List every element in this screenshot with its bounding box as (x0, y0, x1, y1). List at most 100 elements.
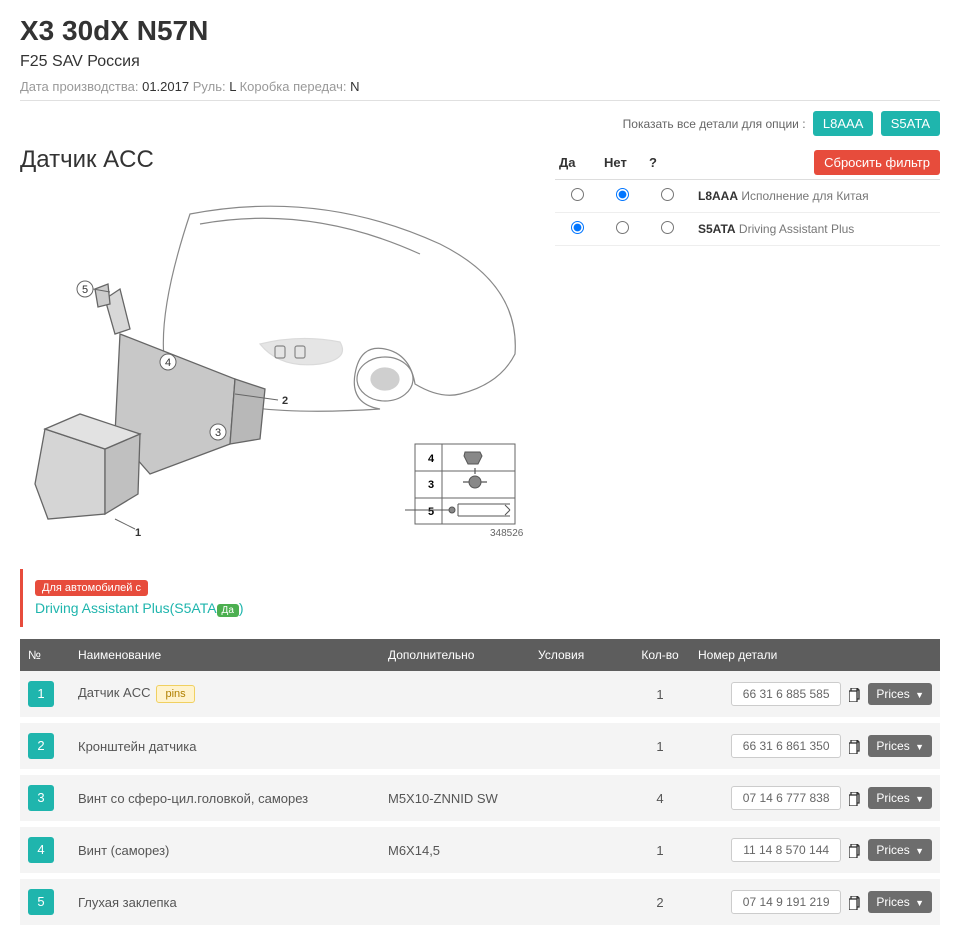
meta-prod-label: Дата производства: (20, 79, 138, 94)
svg-text:4: 4 (165, 357, 171, 369)
chevron-down-icon: ▼ (915, 794, 924, 804)
svg-text:3: 3 (428, 479, 434, 491)
prices-button[interactable]: Prices ▼ (868, 891, 932, 913)
filter-row: S5ATA Driving Assistant Plus (555, 213, 940, 246)
row-name: Кронштейн датчика (78, 739, 196, 754)
th-num: № (20, 639, 70, 671)
filter-radio-q[interactable] (661, 221, 674, 234)
meta-gear-value: N (350, 79, 359, 94)
meta-line: Дата производства: 01.2017 Руль: L Короб… (20, 79, 940, 94)
diagram-title: Датчик ACC (20, 146, 540, 174)
copy-icon[interactable] (845, 894, 861, 909)
part-number-input[interactable] (731, 838, 841, 862)
meta-wheel-value: L (229, 79, 236, 94)
option-btn-l8aaa[interactable]: L8AAA (813, 111, 873, 136)
table-row: 1 Датчик ACC pins 1 Prices ▼ (20, 671, 940, 720)
svg-text:1: 1 (135, 527, 141, 539)
filter-radio-no[interactable] (616, 188, 629, 201)
filter-code: S5ATA (698, 222, 736, 236)
row-num-badge[interactable]: 3 (28, 785, 54, 811)
svg-text:3: 3 (215, 427, 221, 439)
row-cond (530, 876, 630, 928)
filter-radio-yes[interactable] (571, 221, 584, 234)
table-row: 3 Винт со сферо-цил.головкой, саморез M5X1… (20, 772, 940, 824)
row-qty: 2 (630, 876, 690, 928)
th-qty: Кол-во (630, 639, 690, 671)
row-qty: 1 (630, 720, 690, 772)
row-num-badge[interactable]: 5 (28, 889, 54, 915)
row-cond (530, 671, 630, 720)
note-box: Для автомобилей с Driving Assistant Plus… (20, 569, 940, 627)
table-row: 2 Кронштейн датчика 1 Prices ▼ (20, 720, 940, 772)
filter-radio-no[interactable] (616, 221, 629, 234)
note-yes-badge: Да (217, 604, 239, 617)
row-cond (530, 772, 630, 824)
part-number-input[interactable] (731, 890, 841, 914)
filter-radio-yes[interactable] (571, 188, 584, 201)
row-qty: 1 (630, 824, 690, 876)
meta-gear-label: Коробка передач: (240, 79, 347, 94)
chevron-down-icon: ▼ (915, 898, 924, 908)
drawing-id: 348526 (490, 528, 524, 539)
row-name: Глухая заклепка (78, 895, 177, 910)
row-qty: 1 (630, 671, 690, 720)
option-btn-s5ata[interactable]: S5ATA (881, 111, 940, 136)
prices-button[interactable]: Prices ▼ (868, 839, 932, 861)
row-num-badge[interactable]: 4 (28, 837, 54, 863)
row-name: Датчик ACC (78, 685, 150, 700)
svg-text:2: 2 (282, 395, 288, 407)
page-title: X3 30dX N57N (20, 15, 940, 47)
row-cond (530, 720, 630, 772)
filter-radio-q[interactable] (661, 188, 674, 201)
page-subtitle: F25 SAV Россия (20, 53, 940, 71)
note-text: Driving Assistant Plus(S5ATAДа) (35, 600, 244, 616)
chevron-down-icon: ▼ (915, 690, 924, 700)
svg-text:4: 4 (428, 453, 435, 465)
copy-icon[interactable] (845, 790, 861, 805)
table-row: 4Винт (саморез)M6X14,51 Prices ▼ (20, 824, 940, 876)
filter-col-yes: Да (555, 155, 600, 170)
copy-icon[interactable] (845, 686, 861, 701)
options-row: Показать все детали для опции : L8AAA S5… (20, 111, 940, 136)
th-name: Наименование (70, 639, 380, 671)
row-extra (380, 720, 530, 772)
row-qty: 4 (630, 772, 690, 824)
row-extra (380, 876, 530, 928)
svg-text:5: 5 (428, 506, 434, 518)
diagram-image[interactable]: 5 4 3 2 1 4 3 5 (20, 184, 540, 554)
filter-desc: Driving Assistant Plus (739, 222, 854, 236)
th-extra: Дополнительно (380, 639, 530, 671)
svg-text:5: 5 (82, 284, 88, 296)
part-number-input[interactable] (731, 786, 841, 810)
chevron-down-icon: ▼ (915, 846, 924, 856)
filter-row: L8AAA Исполнение для Китая (555, 180, 940, 213)
filter-col-no: Нет (600, 155, 645, 170)
filter-desc: Исполнение для Китая (741, 189, 868, 203)
row-extra: M6X14,5 (380, 824, 530, 876)
part-number-input[interactable] (731, 682, 841, 706)
copy-icon[interactable] (845, 738, 861, 753)
row-num-badge[interactable]: 1 (28, 681, 54, 707)
row-name: Винт со сферо-цил.головкой, саморез (78, 791, 308, 806)
options-label: Показать все детали для опции : (623, 117, 806, 131)
th-part: Номер детали (690, 639, 940, 671)
th-cond: Условия (530, 639, 630, 671)
row-num-badge[interactable]: 2 (28, 733, 54, 759)
filter-code: L8AAA (698, 189, 738, 203)
meta-wheel-label: Руль: (193, 79, 226, 94)
parts-table: № Наименование Дополнительно Условия Кол… (20, 639, 940, 931)
prices-button[interactable]: Prices ▼ (868, 787, 932, 809)
reset-filter-button[interactable]: Сбросить фильтр (814, 150, 940, 175)
row-cond (530, 824, 630, 876)
divider (20, 100, 940, 101)
copy-icon[interactable] (845, 842, 861, 857)
pins-badge[interactable]: pins (156, 685, 194, 703)
meta-prod-value: 01.2017 (142, 79, 189, 94)
part-number-input[interactable] (731, 734, 841, 758)
filter-col-q: ? (645, 155, 690, 170)
filter-panel: Да Нет ? Сбросить фильтр L8AAA Исполнени… (555, 146, 940, 554)
prices-button[interactable]: Prices ▼ (868, 683, 932, 705)
note-badge: Для автомобилей с (35, 580, 148, 596)
prices-button[interactable]: Prices ▼ (868, 735, 932, 757)
row-extra: M5X10-ZNNID SW (380, 772, 530, 824)
